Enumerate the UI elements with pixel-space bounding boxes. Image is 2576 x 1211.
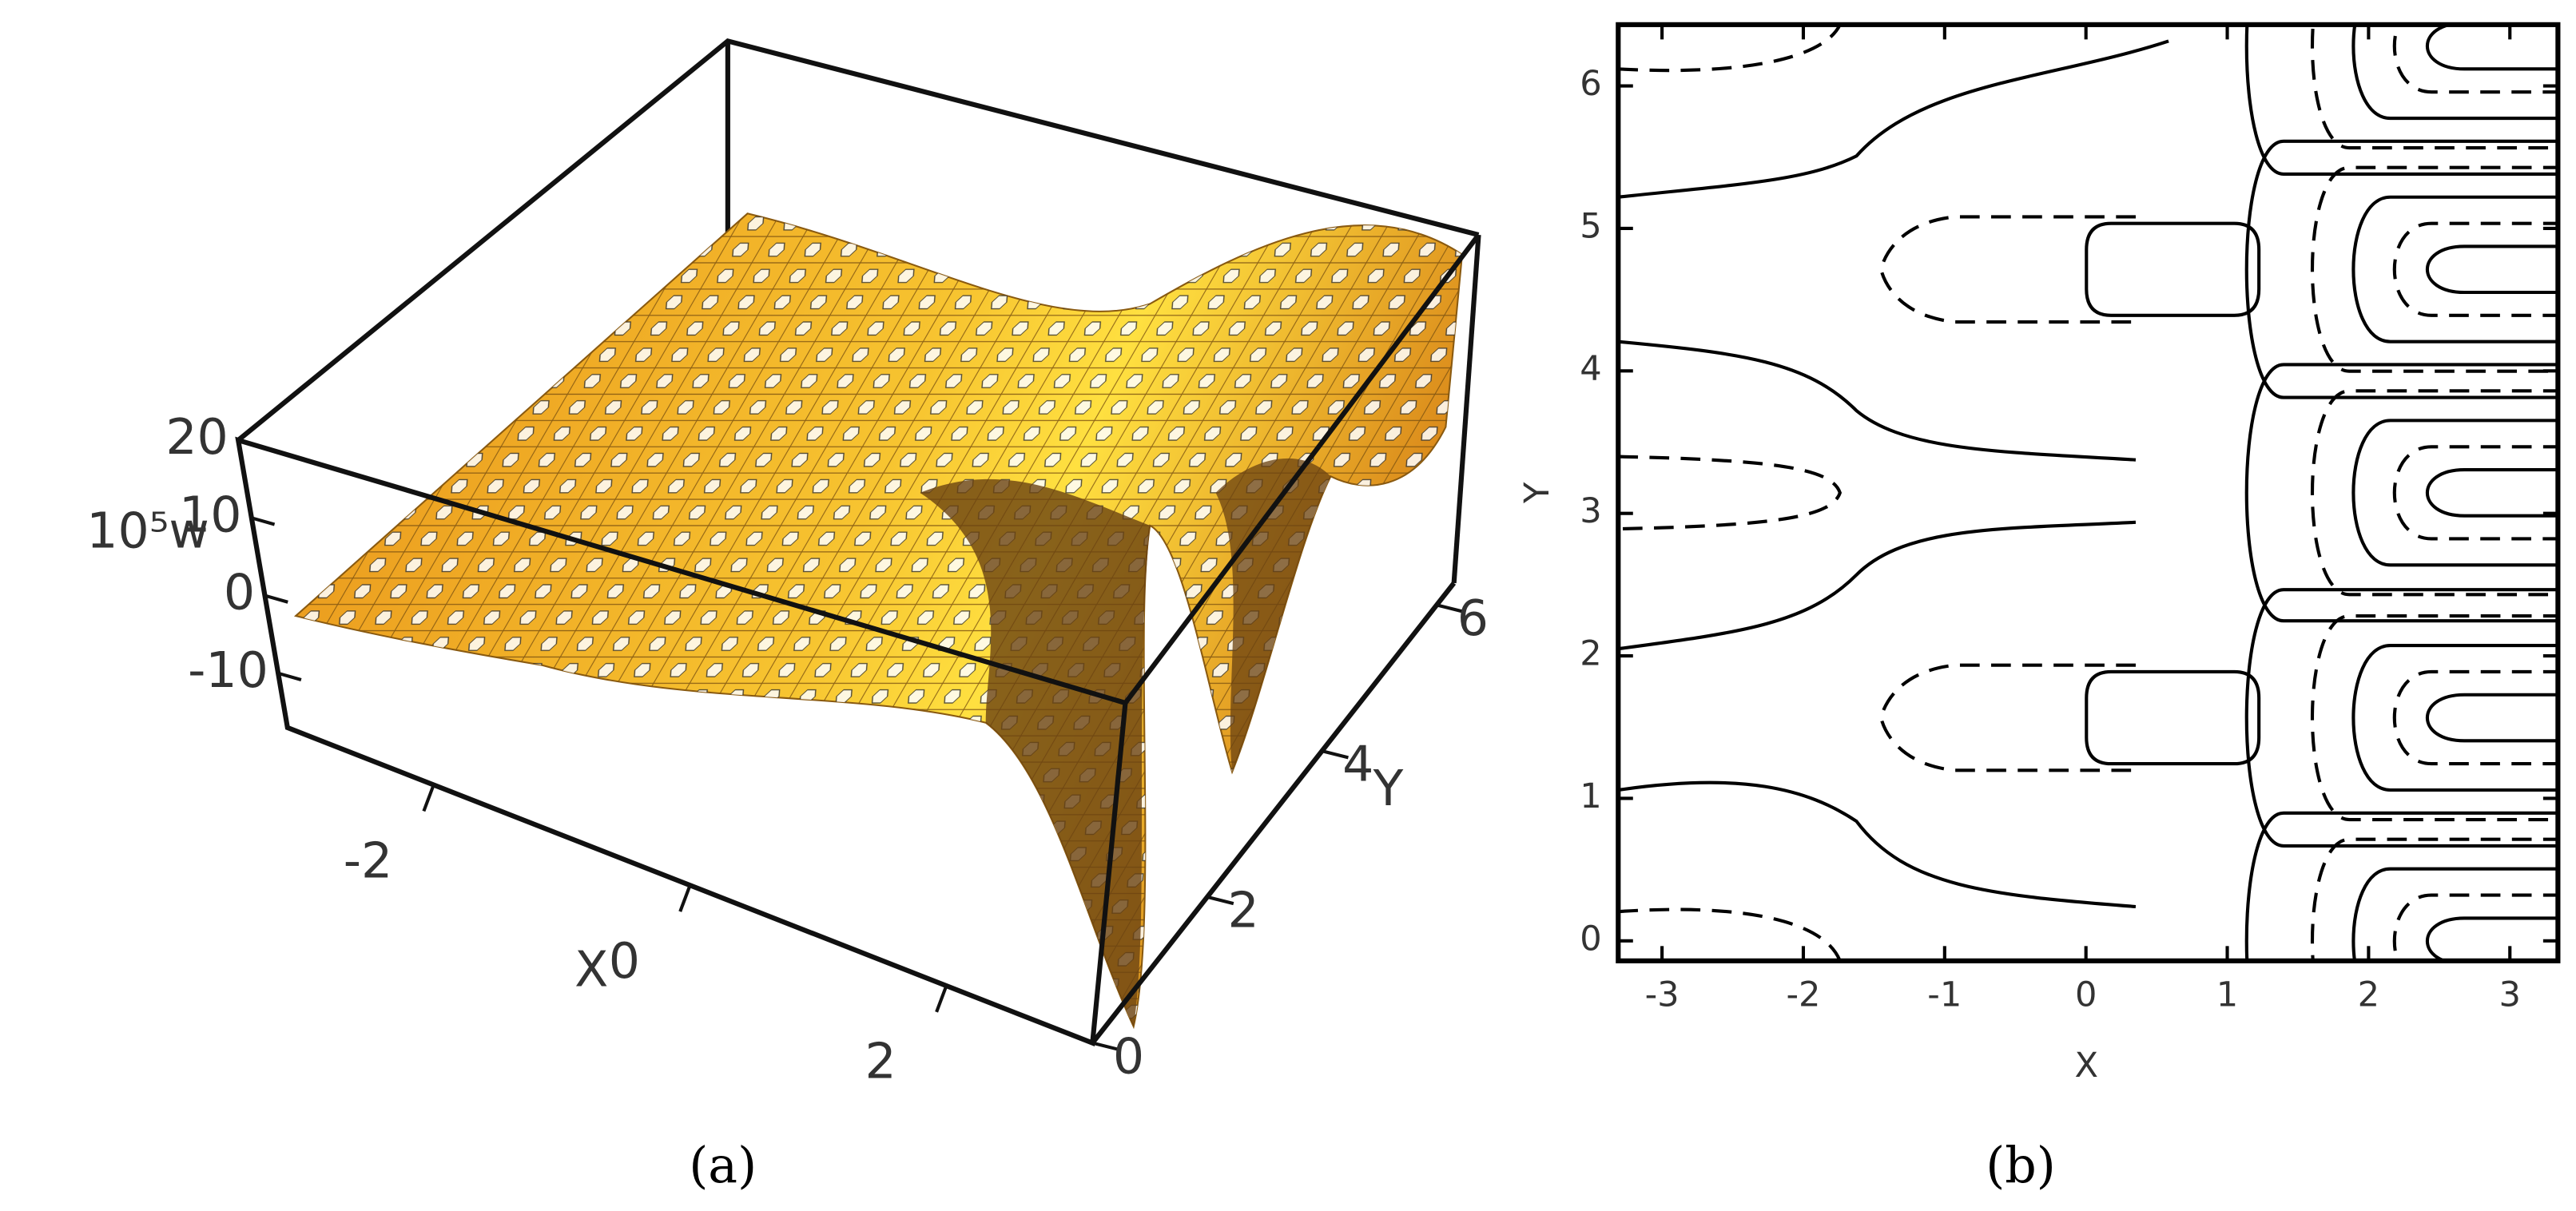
surface-mesh: [296, 213, 1462, 1027]
z-tick-label: 0: [224, 564, 255, 621]
z-tick-label: -10: [188, 641, 268, 699]
contour-line: [2351, 867, 2558, 961]
contour-panel: X Y (b) -3 -2 -1 0 1 2 3 0 1 2 3 4 5 6: [1517, 22, 2561, 1194]
contour-line: [1618, 780, 2137, 909]
z-tick-label: 10: [179, 486, 241, 543]
contour-lines: [1618, 24, 2558, 961]
box-edge: [1090, 582, 1457, 1045]
contour-line: [2425, 24, 2558, 71]
tick-mark: [1091, 1041, 1119, 1051]
surface-shadow: [920, 478, 1151, 1027]
z-axis-label: 10⁵w: [86, 502, 209, 559]
contour-line: [2392, 669, 2558, 766]
y-tick-label: 6: [1457, 590, 1489, 647]
y-tick-label: 5: [1580, 206, 1601, 246]
tick-mark: [1322, 749, 1349, 760]
y-tick-label: 2: [1228, 882, 1259, 939]
y-tick-label: 3: [1580, 491, 1601, 531]
x-tick-label: -3: [1645, 975, 1680, 1015]
contour-line: [2392, 221, 2558, 317]
contour-line: [2392, 24, 2558, 94]
contour-line: [2244, 363, 2558, 623]
tick-mark: [1436, 603, 1464, 613]
contour-line: [2310, 24, 2558, 150]
contour-line: [2351, 419, 2558, 567]
tick-mark: [422, 784, 435, 812]
y-tick-label: 4: [1342, 736, 1373, 793]
y-tick-label: 0: [1580, 919, 1601, 959]
y-axis-label: Y: [1517, 482, 1557, 504]
y-tick-label: 0: [1113, 1027, 1144, 1085]
x-tick-label: -2: [1786, 975, 1820, 1015]
x-tick-label: -2: [344, 832, 392, 889]
tick-mark: [237, 439, 262, 449]
y-tick-label: 1: [1580, 776, 1601, 816]
contour-line: [2244, 588, 2558, 848]
x-tick-label: 2: [2358, 975, 2379, 1015]
contour-line: [2244, 811, 2558, 961]
contour-line: [2425, 693, 2558, 743]
contour-line: [1618, 520, 2137, 651]
contour-line: [1618, 39, 2169, 199]
box-edge: [1123, 233, 1481, 705]
contour-line: [1879, 215, 2136, 324]
contour-line: [2425, 916, 2558, 961]
contour-line: [2425, 468, 2558, 518]
x-tick-label: -1: [1927, 975, 1962, 1015]
y-tick-label: 2: [1580, 634, 1601, 674]
x-tick-label: 0: [609, 932, 640, 990]
z-tick-label: 20: [165, 408, 228, 466]
contour-line: [2244, 139, 2558, 399]
contour-line: [2425, 244, 2558, 295]
tick-mark: [1207, 895, 1234, 906]
tick-mark: [935, 985, 948, 1013]
plot-frame: [1616, 22, 2561, 963]
y-tick-label: 4: [1580, 349, 1601, 389]
tick-mark: [264, 594, 288, 604]
contour-line: [1879, 663, 2136, 772]
contour-line: [1618, 339, 2137, 462]
x-tick-label: 2: [865, 1033, 896, 1090]
tick-mark: [678, 884, 692, 912]
surface-shadow: [1215, 458, 1331, 772]
contour-line: [2351, 644, 2558, 792]
contour-line: [2392, 893, 2558, 961]
box-edge: [1451, 234, 1481, 584]
contour-line: [2351, 24, 2558, 121]
contour-line: [1618, 455, 1843, 531]
x-tick-label: 0: [2075, 975, 2097, 1015]
contour-line: [2085, 221, 2261, 317]
caption: (a): [689, 1137, 757, 1194]
contour-line: [2351, 195, 2558, 343]
contour-line: [2085, 669, 2261, 766]
contour-line: [2244, 24, 2558, 177]
caption: (b): [1986, 1137, 2056, 1194]
y-tick-label: 6: [1580, 64, 1601, 104]
contour-line: [1618, 24, 1842, 73]
x-axis-label: X: [574, 940, 608, 998]
contour-line: [2392, 445, 2558, 541]
contour-line: [1618, 907, 1842, 961]
x-tick-label: 1: [2216, 975, 2238, 1015]
x-tick-label: 3: [2499, 975, 2521, 1015]
y-axis-label: Y: [1373, 760, 1404, 817]
x-axis-label: X: [2074, 1046, 2098, 1086]
tick-mark: [277, 671, 302, 681]
tick-mark: [251, 516, 276, 526]
